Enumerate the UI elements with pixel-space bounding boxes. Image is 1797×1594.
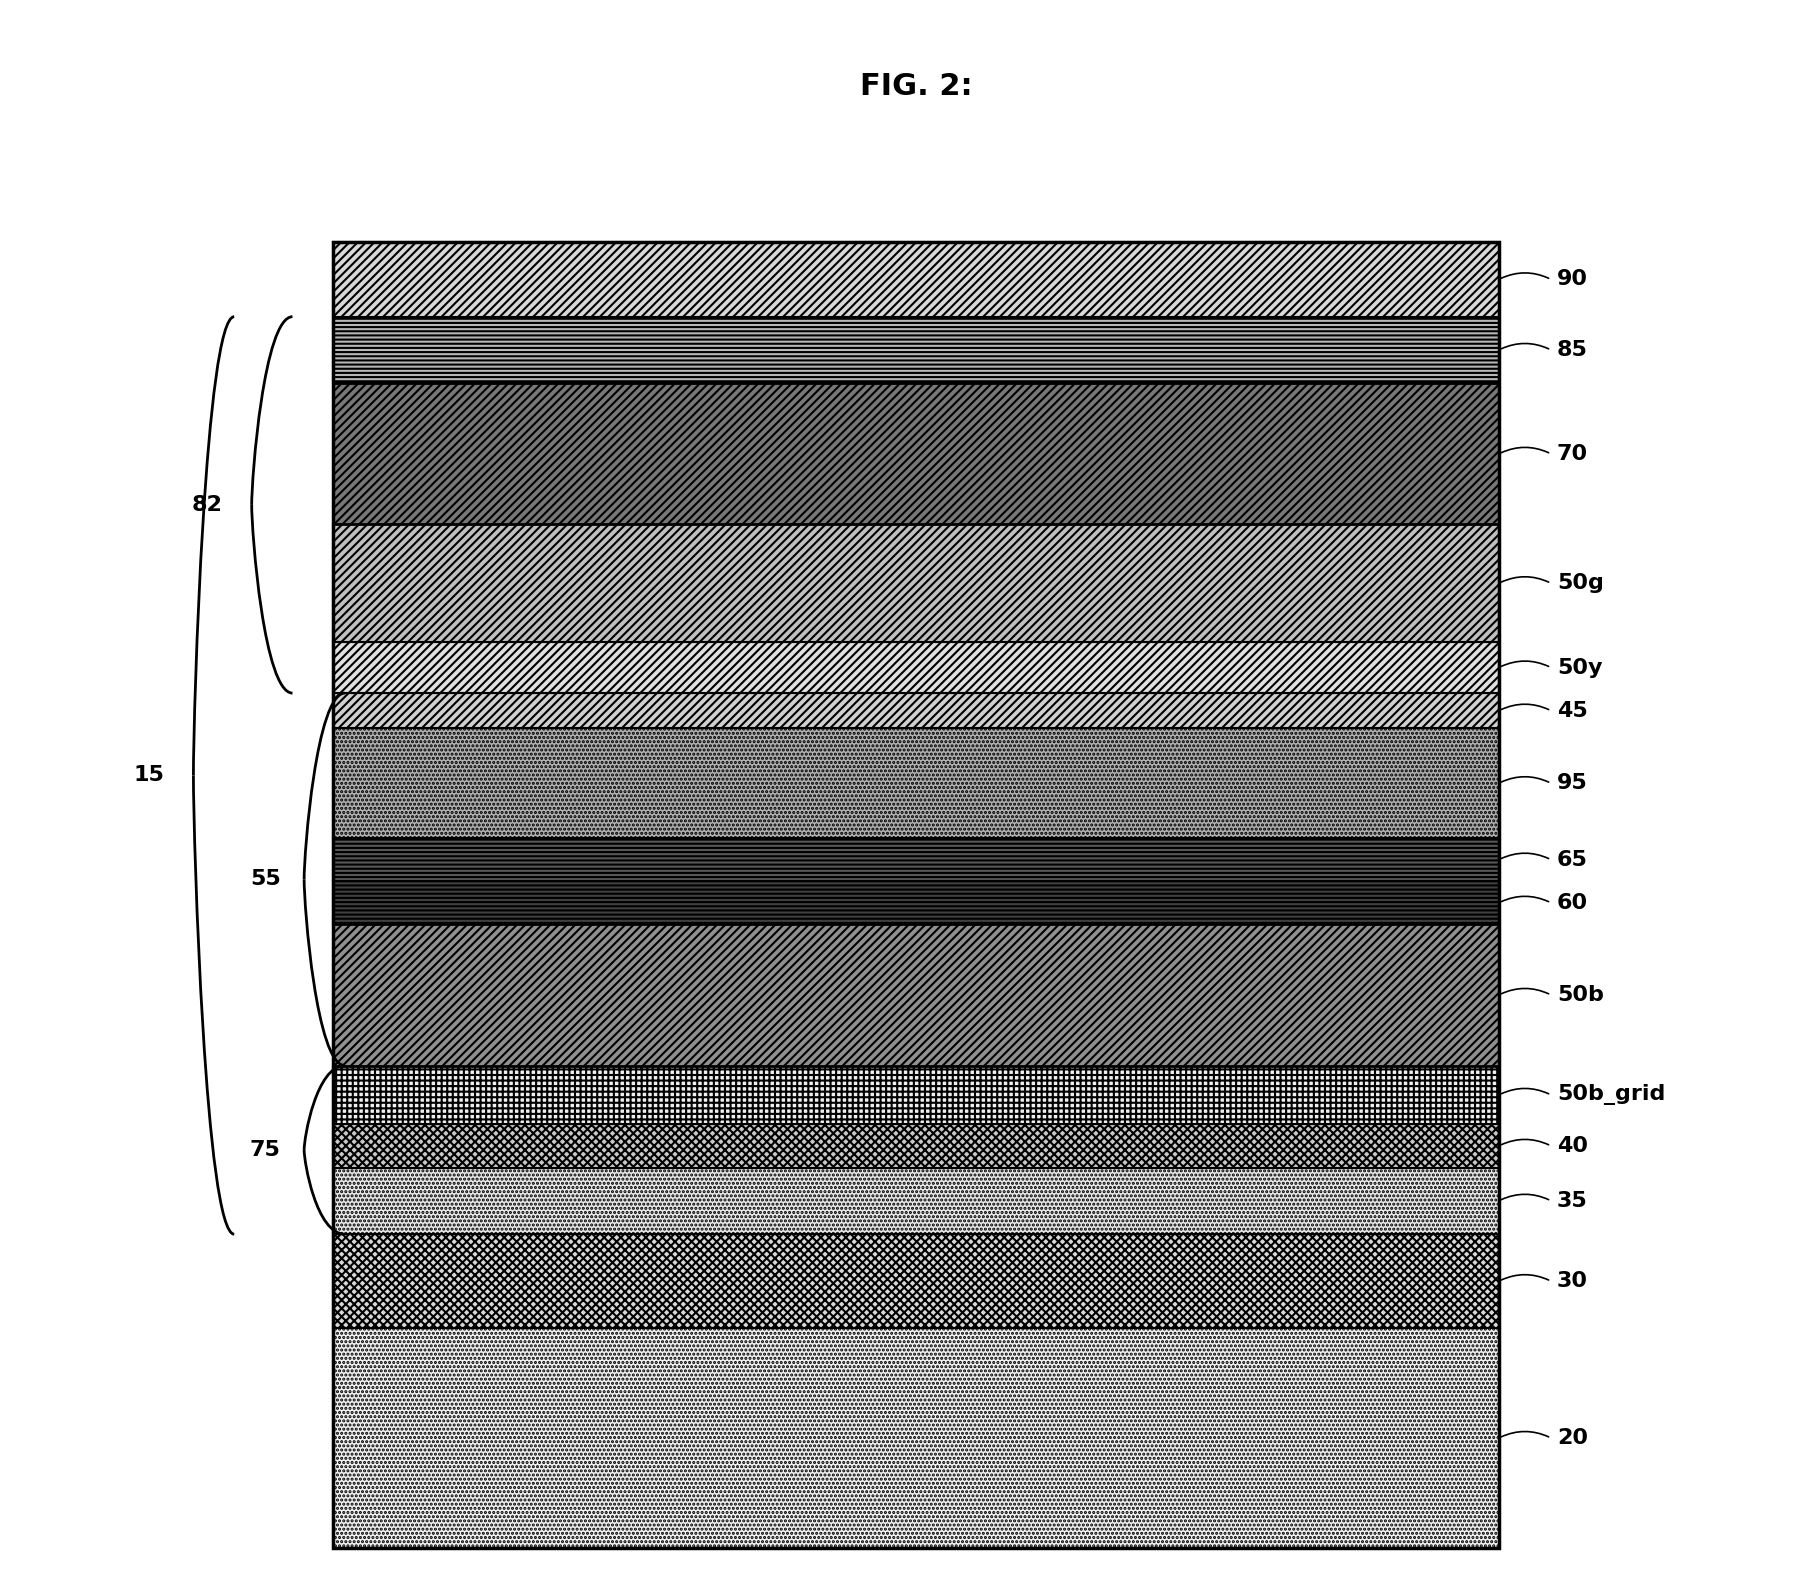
Text: 35: 35 (1556, 1191, 1589, 1211)
Text: 75: 75 (250, 1140, 280, 1160)
Bar (332, 242, 1499, 317)
Bar (332, 524, 1499, 642)
Bar (332, 317, 1499, 383)
Bar (332, 728, 1499, 838)
Text: 20: 20 (1556, 1428, 1589, 1447)
Bar (332, 925, 1499, 1065)
Text: 50y: 50y (1556, 658, 1603, 677)
Bar (332, 1234, 1499, 1328)
Bar (332, 1124, 1499, 1167)
Text: 85: 85 (1556, 340, 1589, 360)
Text: 50g: 50g (1556, 574, 1605, 593)
Text: 55: 55 (250, 869, 280, 889)
Text: FIG. 2:: FIG. 2: (859, 72, 972, 100)
Text: 40: 40 (1556, 1137, 1589, 1156)
Text: 65: 65 (1556, 850, 1589, 870)
Bar (332, 383, 1499, 524)
Text: 45: 45 (1556, 701, 1589, 720)
Text: 60: 60 (1556, 893, 1589, 913)
Bar (332, 242, 1499, 1548)
Bar (332, 1065, 1499, 1124)
Bar (332, 881, 1499, 925)
Bar (332, 642, 1499, 693)
Bar (332, 1167, 1499, 1234)
Bar (332, 838, 1499, 881)
Text: 95: 95 (1556, 773, 1589, 794)
Text: 30: 30 (1556, 1272, 1589, 1291)
Text: 50b: 50b (1556, 985, 1605, 1004)
Text: 90: 90 (1556, 269, 1589, 290)
Bar (332, 693, 1499, 728)
Text: 70: 70 (1556, 443, 1589, 464)
Text: 50b_grid: 50b_grid (1556, 1084, 1666, 1106)
Text: 15: 15 (133, 765, 164, 786)
Text: 82: 82 (192, 494, 223, 515)
Bar (332, 1328, 1499, 1548)
